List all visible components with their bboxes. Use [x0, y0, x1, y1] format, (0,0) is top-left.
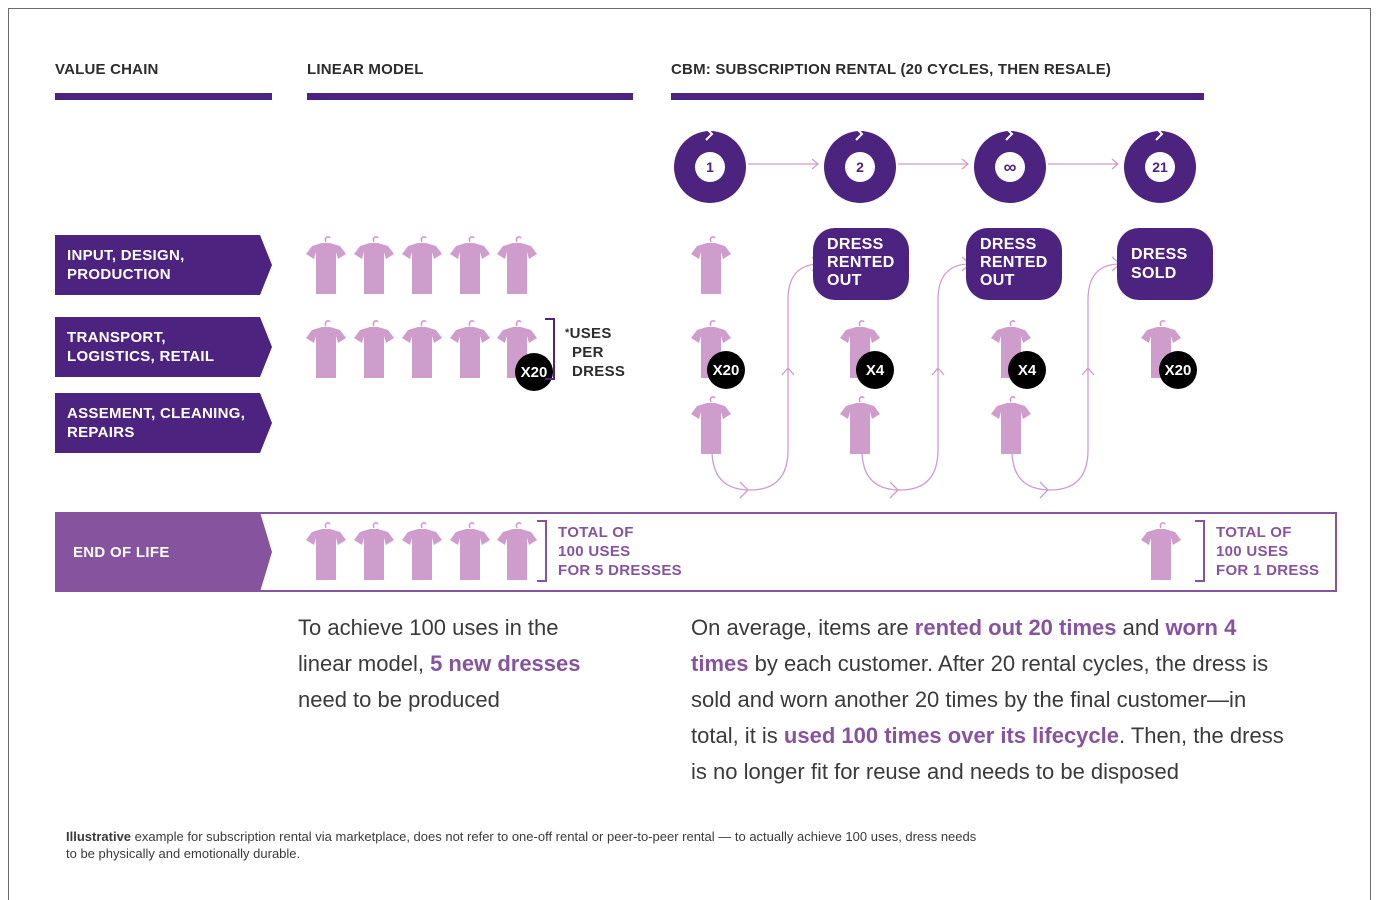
dress-icon — [497, 520, 537, 582]
dress-icon — [402, 318, 442, 380]
dress-icon — [450, 318, 490, 380]
dress-icon — [840, 394, 880, 456]
dress-icon — [691, 234, 731, 296]
stage-transport-logistics-retail: TRANSPORT, LOGISTICS, RETAIL — [55, 317, 272, 377]
dress-icon — [306, 234, 346, 296]
linear-description: To achieve 100 uses in the linear model,… — [298, 615, 581, 712]
linear-total-label: TOTAL OF 100 USES FOR 5 DRESSES — [558, 524, 682, 579]
dress-sold-pill: DRESS SOLD — [1117, 228, 1213, 300]
cycle-connectors — [748, 158, 1120, 170]
dress-icon — [354, 234, 394, 296]
dress-icon — [450, 234, 490, 296]
uses-bracket — [545, 318, 555, 380]
cycle-circle-infinity: ∞ — [974, 131, 1046, 203]
end-of-life-strip — [260, 512, 1337, 592]
cycle2-uses-badge: X4 * — [856, 351, 894, 389]
rental-loop-lines — [711, 256, 1121, 499]
cbm-total-label: TOTAL OF 100 USES FOR 1 DRESS — [1216, 524, 1320, 579]
cycle-circle-21: 21 — [1124, 131, 1196, 203]
stage-end-of-life: END OF LIFE — [55, 512, 272, 592]
stage-assessment-cleaning-repairs: ASSEMENT, CLEANING, REPAIRS — [55, 393, 272, 453]
dress-icon — [497, 234, 537, 296]
cbm-description: On average, items are rented out 20 time… — [691, 615, 1284, 784]
dress-rented-out-pill-repeat: DRESS RENTED OUT — [966, 228, 1062, 300]
dress-icon — [691, 394, 731, 456]
dress-icon — [450, 520, 490, 582]
footnote: Illustrative example for subscription re… — [66, 829, 977, 861]
linear-model-bar — [307, 93, 633, 100]
linear-uses-badge: X20 * — [515, 353, 553, 391]
uses-per-dress-note: *USES PER DRESS — [565, 325, 626, 380]
cbm-bar — [671, 93, 1204, 100]
dress-icon — [402, 234, 442, 296]
linear-total-bracket — [537, 520, 547, 582]
cycle3-uses-badge: X4 * — [1008, 351, 1046, 389]
cycle-circle-2: 2 — [824, 131, 896, 203]
stage-input-design-production: INPUT, DESIGN, PRODUCTION — [55, 235, 272, 295]
cbm-total-bracket — [1195, 520, 1205, 582]
dress-icon — [402, 520, 442, 582]
cycle-circle-1: 1 — [674, 131, 746, 203]
dress-icon — [1141, 520, 1181, 582]
value-chain-header: VALUE CHAIN — [55, 61, 159, 78]
linear-model-header: LINEAR MODEL — [307, 61, 424, 78]
dress-icon — [991, 394, 1031, 456]
figure-frame — [8, 8, 1371, 900]
cycle1-uses-badge: X20 * — [707, 351, 745, 389]
dress-icon — [354, 318, 394, 380]
dress-icon — [306, 520, 346, 582]
dress-icon — [306, 318, 346, 380]
dress-icon — [354, 520, 394, 582]
cbm-header: CBM: SUBSCRIPTION RENTAL (20 CYCLES, THE… — [671, 61, 1112, 78]
dress-rented-out-pill: DRESS RENTED OUT — [813, 228, 909, 300]
cycle21-uses-badge: X20 * — [1159, 351, 1197, 389]
cycle-notches — [705, 128, 1164, 141]
value-chain-bar — [55, 93, 272, 100]
